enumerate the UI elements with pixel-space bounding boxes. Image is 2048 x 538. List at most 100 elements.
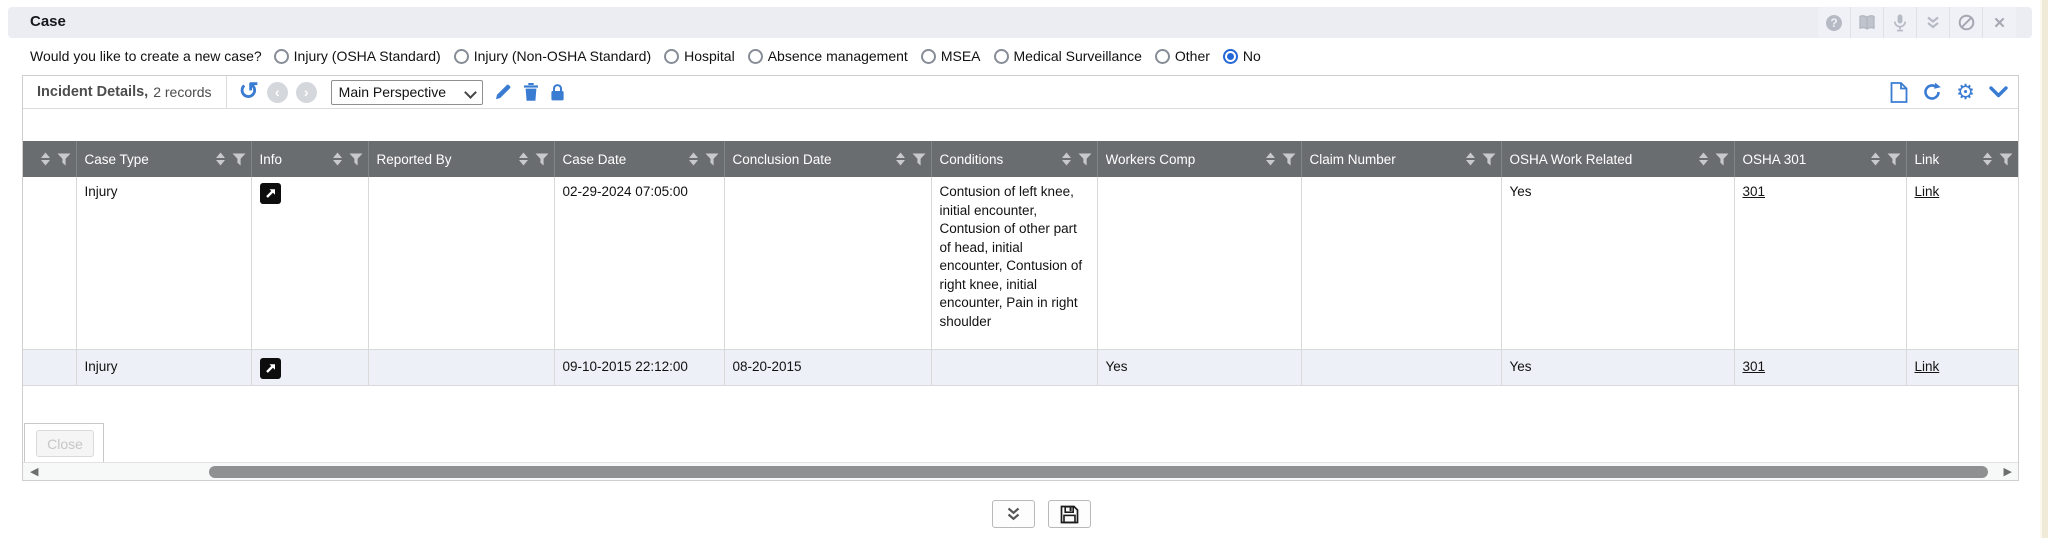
previous-page-button[interactable]: ‹: [266, 81, 288, 103]
radio-circle-icon[interactable]: [920, 48, 936, 64]
settings-button[interactable]: ⚙: [1956, 80, 1975, 104]
sort-icon[interactable]: [214, 152, 227, 166]
filter-icon[interactable]: [1887, 153, 1901, 166]
radio-other[interactable]: Other: [1154, 48, 1210, 64]
table-row[interactable]: Injury 09-10-2015 22:12:00 08-20-2015 Ye…: [23, 349, 2019, 386]
scroll-right-icon[interactable]: ▶: [2003, 466, 2012, 478]
osha-301-link[interactable]: 301: [1742, 358, 1766, 374]
help-button[interactable]: ?: [1818, 7, 1851, 38]
grid-toolbar-right: ⚙: [1876, 82, 2018, 103]
collapse-grid-button[interactable]: [1989, 86, 2008, 98]
sort-icon[interactable]: [1697, 152, 1710, 166]
chevron-down-icon: [1989, 86, 2008, 98]
filter-icon[interactable]: [1999, 153, 2013, 166]
sort-icon[interactable]: [687, 152, 700, 166]
sort-icon[interactable]: [1264, 152, 1277, 166]
column-header-info[interactable]: Info: [251, 141, 369, 177]
collapse-button[interactable]: [1917, 7, 1950, 38]
radio-hospital[interactable]: Hospital: [664, 48, 735, 64]
filter-icon[interactable]: [535, 153, 549, 166]
record-link[interactable]: Link: [1914, 184, 1940, 199]
radio-injury-osha[interactable]: Injury (OSHA Standard): [273, 48, 441, 64]
radio-label: Hospital: [684, 48, 735, 64]
radio-circle-icon[interactable]: [664, 48, 680, 64]
double-chevron-down-icon: [1927, 16, 1939, 29]
column-header-workers-comp[interactable]: Workers Comp: [1097, 141, 1302, 177]
next-page-button[interactable]: ›: [295, 81, 317, 103]
radio-circle-icon[interactable]: [993, 48, 1009, 64]
sort-icon[interactable]: [1464, 152, 1477, 166]
radio-circle-icon[interactable]: [1154, 48, 1170, 64]
filter-icon[interactable]: [1282, 153, 1296, 166]
filter-icon[interactable]: [1078, 153, 1092, 166]
radio-circle-icon[interactable]: [273, 48, 289, 64]
radio-absence-management[interactable]: Absence management: [747, 48, 908, 64]
expand-more-button[interactable]: [992, 500, 1035, 528]
perspective-select[interactable]: Main Perspective: [330, 79, 483, 105]
open-record-button[interactable]: [259, 357, 281, 379]
lock-button[interactable]: [550, 83, 565, 101]
edit-button[interactable]: [494, 83, 512, 101]
cell-select[interactable]: [23, 349, 77, 386]
filter-icon[interactable]: [705, 153, 719, 166]
record-link[interactable]: Link: [1914, 358, 1940, 374]
incident-details-table: Case Type Info Reported By Case Date Con…: [23, 141, 2019, 386]
column-header-osha-301[interactable]: OSHA 301: [1734, 141, 1907, 177]
microphone-button[interactable]: [1884, 7, 1917, 38]
radio-no[interactable]: No: [1222, 48, 1261, 64]
new-record-button[interactable]: [1890, 81, 1908, 103]
radio-circle-selected-icon[interactable]: [1222, 48, 1238, 64]
block-icon: [1958, 14, 1974, 31]
help-icon: ?: [1826, 14, 1842, 31]
refresh-button[interactable]: [1922, 82, 1942, 102]
external-link-arrow-icon: [265, 363, 275, 373]
sort-icon[interactable]: [1981, 152, 1994, 166]
column-header-case-date[interactable]: Case Date: [554, 141, 725, 177]
osha-301-link[interactable]: 301: [1742, 184, 1766, 199]
sort-icon[interactable]: [1869, 152, 1882, 166]
radio-circle-icon[interactable]: [453, 48, 469, 64]
delete-button[interactable]: [523, 83, 539, 101]
filter-icon[interactable]: [232, 153, 246, 166]
column-header-conclusion-date[interactable]: Conclusion Date: [724, 141, 932, 177]
sort-icon[interactable]: [1060, 152, 1073, 166]
radio-medical-surveillance[interactable]: Medical Surveillance: [993, 48, 1142, 64]
column-header-conditions[interactable]: Conditions: [931, 141, 1098, 177]
radio-circle-icon[interactable]: [747, 48, 763, 64]
column-header-claim-number[interactable]: Claim Number: [1301, 141, 1502, 177]
filter-icon[interactable]: [1715, 153, 1729, 166]
filter-icon[interactable]: [912, 153, 926, 166]
block-button[interactable]: [1950, 7, 1983, 38]
column-header-osha-work-related[interactable]: OSHA Work Related: [1501, 141, 1735, 177]
radio-msea[interactable]: MSEA: [920, 48, 981, 64]
sort-icon[interactable]: [331, 152, 344, 166]
sort-icon[interactable]: [517, 152, 530, 166]
book-button[interactable]: [1851, 7, 1884, 38]
cell-conditions: [931, 349, 1098, 386]
filter-icon[interactable]: [1482, 153, 1496, 166]
close-panel-button[interactable]: Close: [36, 430, 94, 457]
save-button[interactable]: [1048, 500, 1091, 528]
filter-icon[interactable]: [57, 153, 71, 166]
column-header-case-type[interactable]: Case Type: [76, 141, 252, 177]
sort-icon[interactable]: [39, 152, 52, 166]
undo-icon[interactable]: ↺: [238, 78, 259, 105]
cell-select[interactable]: [23, 177, 77, 350]
open-record-button[interactable]: [259, 183, 281, 204]
scrollbar-thumb[interactable]: [209, 466, 1988, 478]
scroll-left-icon[interactable]: ◀: [30, 466, 39, 478]
filter-icon[interactable]: [349, 153, 363, 166]
column-header-link[interactable]: Link: [1906, 141, 2018, 177]
cell-osha-301: 301: [1734, 177, 1907, 350]
column-header-reported-by[interactable]: Reported By: [368, 141, 555, 177]
horizontal-scrollbar[interactable]: ◀ ▶: [23, 462, 2018, 480]
double-chevron-down-icon: [1007, 507, 1020, 521]
page-title: Case: [30, 13, 66, 30]
radio-injury-non-osha[interactable]: Injury (Non-OSHA Standard): [453, 48, 651, 64]
sort-icon[interactable]: [894, 152, 907, 166]
toolbar-separator: [225, 75, 227, 109]
table-row[interactable]: Injury 02-29-2024 07:05:00 Contusion of …: [23, 177, 2019, 350]
grid-title: Incident Details,: [37, 84, 149, 100]
close-button[interactable]: ✕: [1983, 7, 2016, 38]
